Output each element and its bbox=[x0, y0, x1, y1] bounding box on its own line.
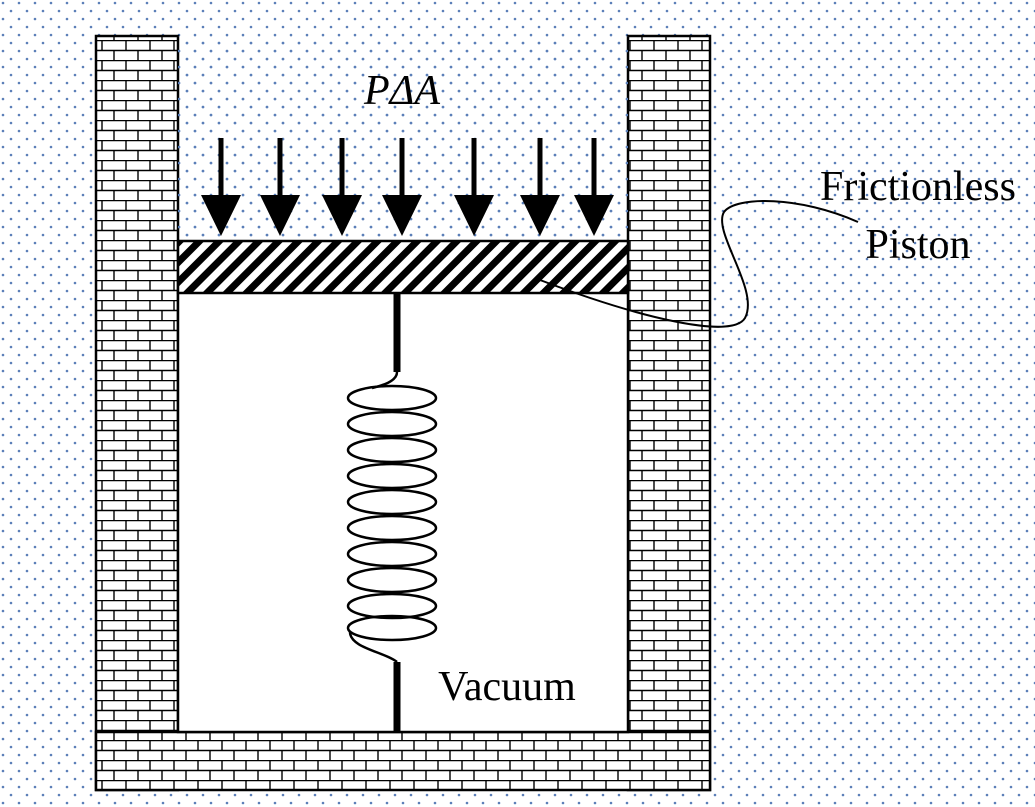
force-arrow bbox=[382, 138, 422, 236]
piston-label-line2: Piston bbox=[865, 222, 970, 268]
force-arrow bbox=[260, 138, 300, 236]
force-arrow bbox=[574, 138, 614, 236]
piston-leader-line bbox=[539, 200, 859, 328]
spring bbox=[346, 293, 438, 733]
right-brick-wall bbox=[626, 34, 712, 792]
force-arrows bbox=[201, 138, 614, 236]
bottom-brick-wall bbox=[94, 730, 712, 792]
frictionless-piston bbox=[176, 239, 630, 295]
piston-label-line1: Frictionless bbox=[820, 164, 1016, 210]
vacuum-label: Vacuum bbox=[438, 664, 576, 710]
left-brick-wall bbox=[94, 34, 180, 792]
force-arrow bbox=[520, 138, 560, 236]
force-arrow bbox=[454, 138, 494, 236]
force-arrow bbox=[201, 138, 241, 236]
force-arrow bbox=[322, 138, 362, 236]
force-label: PΔA bbox=[363, 68, 440, 114]
